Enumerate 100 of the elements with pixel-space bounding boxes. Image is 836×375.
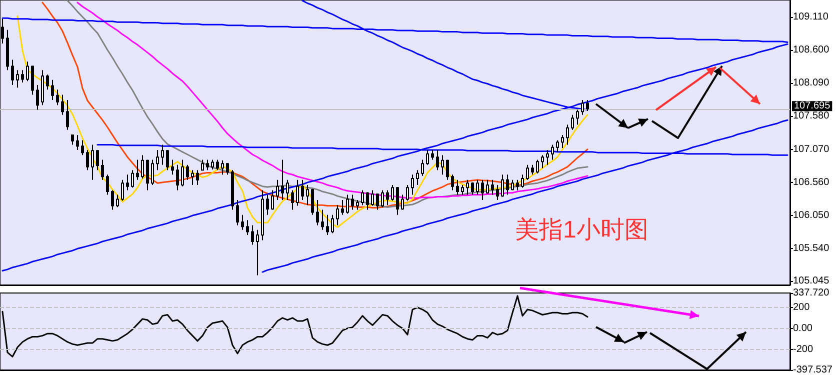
candlestick bbox=[571, 114, 574, 130]
candlestick bbox=[236, 199, 239, 226]
candlestick bbox=[536, 159, 539, 174]
candlestick bbox=[326, 214, 329, 236]
y-tick-label: 109.110 bbox=[793, 11, 829, 22]
candlestick bbox=[171, 159, 174, 176]
annotation: 美指1小时图 bbox=[515, 216, 648, 244]
candlestick bbox=[456, 179, 459, 196]
y-tick-label: 0.00 bbox=[793, 322, 813, 334]
candlestick bbox=[141, 154, 144, 180]
candlestick bbox=[586, 99, 589, 112]
candlestick bbox=[486, 179, 489, 194]
candlestick bbox=[371, 190, 374, 206]
candlestick bbox=[101, 159, 104, 180]
candlestick bbox=[121, 179, 124, 202]
candlestick bbox=[406, 184, 409, 202]
candlestick bbox=[191, 170, 194, 186]
candlestick bbox=[521, 174, 524, 188]
candlestick bbox=[341, 199, 344, 216]
candlestick bbox=[411, 174, 414, 196]
candlestick bbox=[241, 214, 244, 230]
candlestick bbox=[531, 164, 534, 176]
y-tick-label: 108.600 bbox=[793, 44, 830, 56]
candlestick bbox=[26, 61, 29, 82]
candlestick bbox=[316, 199, 319, 226]
ref-line-label: 107.695 bbox=[794, 100, 831, 112]
candlestick bbox=[351, 194, 354, 210]
candlestick bbox=[366, 192, 369, 210]
candlestick bbox=[221, 160, 224, 176]
candlestick bbox=[276, 179, 279, 200]
candlestick bbox=[196, 170, 199, 186]
candlestick bbox=[11, 59, 14, 86]
candlestick bbox=[416, 170, 419, 186]
candlestick bbox=[201, 159, 204, 171]
candlestick bbox=[156, 149, 159, 171]
candlestick bbox=[516, 179, 519, 191]
candlestick bbox=[311, 188, 314, 216]
candlestick bbox=[446, 159, 449, 180]
candlestick bbox=[496, 184, 499, 200]
candlestick bbox=[41, 70, 44, 106]
candlestick bbox=[206, 159, 209, 171]
candlestick bbox=[441, 154, 444, 176]
y-tick-label: 107.580 bbox=[793, 110, 830, 122]
candlestick bbox=[466, 179, 469, 196]
candlestick bbox=[461, 184, 464, 196]
candlestick bbox=[336, 204, 339, 226]
candlestick bbox=[321, 209, 324, 230]
candlestick bbox=[136, 159, 139, 180]
candlestick bbox=[31, 65, 34, 96]
candlestick bbox=[291, 190, 294, 210]
candlestick bbox=[431, 149, 434, 160]
candlestick bbox=[481, 179, 484, 200]
candlestick bbox=[56, 89, 59, 106]
y-tick-label: 108.090 bbox=[793, 78, 830, 89]
candlestick bbox=[396, 186, 399, 216]
y-tick-label: 105.540 bbox=[793, 243, 830, 254]
candlestick bbox=[176, 164, 179, 191]
candlestick bbox=[126, 174, 129, 191]
candlestick bbox=[296, 179, 299, 206]
candlestick bbox=[106, 174, 109, 196]
candlestick bbox=[491, 179, 494, 196]
candlestick bbox=[426, 149, 429, 166]
candlestick bbox=[16, 70, 19, 88]
candlestick bbox=[226, 162, 229, 176]
candlestick bbox=[551, 144, 554, 160]
candlestick bbox=[61, 94, 64, 116]
candlestick bbox=[161, 144, 164, 166]
candlestick bbox=[146, 159, 149, 191]
candlestick bbox=[281, 159, 284, 200]
candlestick bbox=[211, 159, 214, 170]
candlestick bbox=[51, 79, 54, 100]
candlestick bbox=[421, 159, 424, 176]
candlestick bbox=[21, 70, 24, 83]
candlestick bbox=[231, 170, 234, 210]
candlestick bbox=[181, 159, 184, 187]
candlestick bbox=[401, 194, 404, 210]
candlestick bbox=[581, 99, 584, 116]
candlestick bbox=[511, 179, 514, 191]
candlestick bbox=[166, 149, 169, 171]
candlestick bbox=[151, 159, 154, 186]
candlestick bbox=[46, 74, 49, 90]
candlestick bbox=[556, 140, 559, 152]
candlestick bbox=[386, 190, 389, 206]
candlestick bbox=[96, 149, 99, 171]
candlestick bbox=[561, 134, 564, 149]
candlestick bbox=[506, 174, 509, 196]
candlestick bbox=[91, 144, 94, 180]
candlestick bbox=[266, 194, 269, 216]
candlestick bbox=[131, 170, 134, 188]
candlestick bbox=[576, 109, 579, 126]
candlestick bbox=[111, 190, 114, 210]
candlestick bbox=[6, 29, 9, 71]
candlestick bbox=[356, 199, 359, 210]
candlestick bbox=[261, 190, 264, 241]
candlestick bbox=[116, 194, 119, 208]
candlestick bbox=[331, 214, 334, 234]
candlestick bbox=[451, 174, 454, 191]
candlestick bbox=[501, 174, 504, 198]
candlestick bbox=[471, 182, 474, 196]
candlestick bbox=[526, 164, 529, 180]
